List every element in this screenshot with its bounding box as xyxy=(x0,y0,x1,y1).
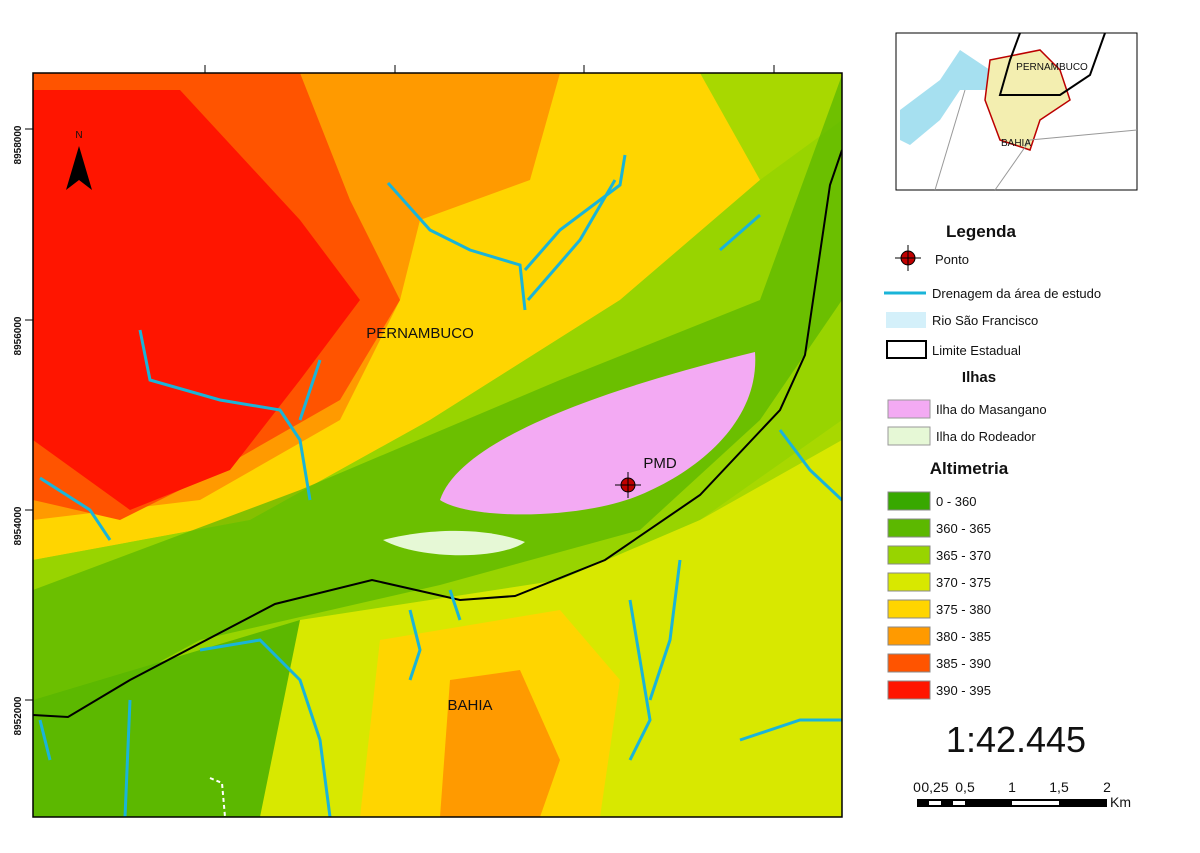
altimetry-label: 365 - 370 xyxy=(936,548,991,563)
map-frame xyxy=(32,72,843,818)
altimetry-swatch xyxy=(887,491,931,511)
legend-subtitle: Ilhas xyxy=(962,369,996,386)
altimetry-label: 370 - 375 xyxy=(936,575,991,590)
legend-label: Limite Estadual xyxy=(932,343,1021,358)
scale-unit: Km xyxy=(1110,794,1131,810)
legend-subtitle: Altimetria xyxy=(930,459,1009,478)
altimetry-label: 380 - 385 xyxy=(936,629,991,644)
legend-label: Drenagem da área de estudo xyxy=(932,286,1101,301)
y-coordinate: 8952000 xyxy=(13,696,24,735)
scale-label: 0,25 xyxy=(921,779,948,795)
scale-label: 0,5 xyxy=(955,779,975,795)
region-label: PERNAMBUCO xyxy=(366,325,474,342)
altimetry-swatch xyxy=(887,653,931,673)
legend-island-symbol xyxy=(887,426,931,446)
scale-ratio: 1:42.445 xyxy=(946,719,1086,760)
altimetry-label: 385 - 390 xyxy=(936,656,991,671)
legend-river-symbol xyxy=(886,312,926,328)
altimetry-swatch xyxy=(887,545,931,565)
y-coordinate: 8956000 xyxy=(13,316,24,355)
y-coordinate: 8958000 xyxy=(13,125,24,164)
legend-label: Ilha do Masangano xyxy=(936,402,1047,417)
legend-label: Ilha do Rodeador xyxy=(936,429,1036,444)
legend-title: Legenda xyxy=(946,222,1016,241)
altimetry-swatch xyxy=(887,518,931,538)
legend-limit-symbol xyxy=(886,340,927,359)
legend-point-symbol xyxy=(895,245,921,271)
y-coordinate: 8954000 xyxy=(13,506,24,545)
inset-map xyxy=(895,32,1138,191)
scale-label: 1,5 xyxy=(1049,779,1069,795)
legend-island-symbol xyxy=(887,399,931,419)
north-label: N xyxy=(75,130,82,141)
altimetry-label: 0 - 360 xyxy=(936,494,976,509)
altimetry-label: 360 - 365 xyxy=(936,521,991,536)
north-arrow xyxy=(66,146,92,190)
altimetry-label: 375 - 380 xyxy=(936,602,991,617)
elevation-map xyxy=(33,73,842,817)
region-label: BAHIA xyxy=(447,697,492,714)
scale-label: 2 xyxy=(1103,779,1111,795)
legend-label: Rio São Francisco xyxy=(932,313,1038,328)
altimetry-swatch xyxy=(887,680,931,700)
inset-label: PERNAMBUCO xyxy=(1016,62,1088,73)
legend-label: Ponto xyxy=(935,252,969,267)
altimetry-label: 390 - 395 xyxy=(936,683,991,698)
altimetry-swatch xyxy=(887,626,931,646)
altimetry-swatch xyxy=(887,572,931,592)
scale-bar xyxy=(917,799,1107,807)
scale-label: 1 xyxy=(1008,779,1016,795)
point-marker xyxy=(615,472,641,498)
altimetry-swatch xyxy=(887,599,931,619)
inset-label: BAHIA xyxy=(1001,138,1031,149)
point-label: PMD xyxy=(643,455,677,472)
scale-label: 0 xyxy=(913,779,921,795)
